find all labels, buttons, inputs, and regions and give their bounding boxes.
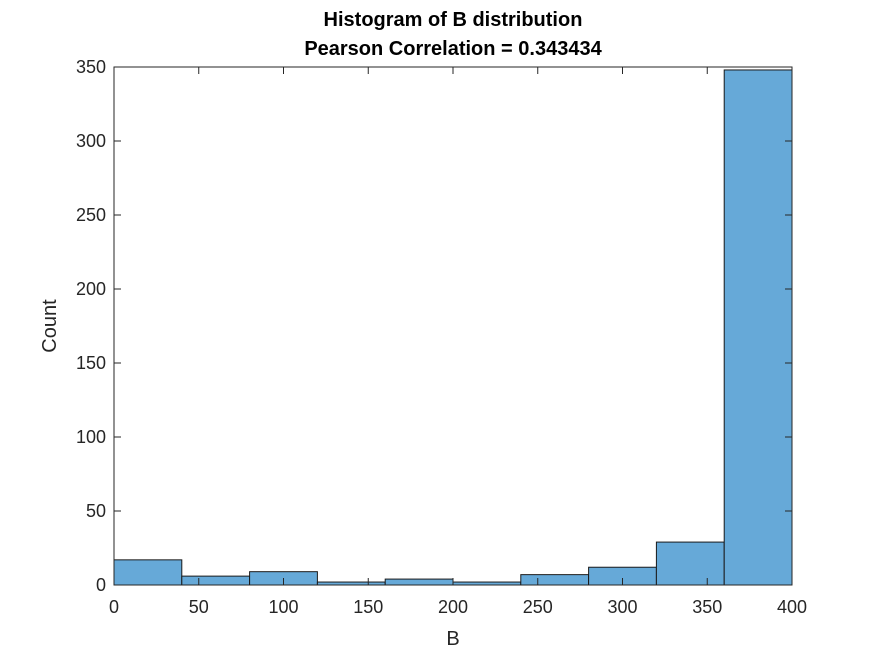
x-tick-label: 300 [607, 597, 637, 617]
x-tick-label: 150 [353, 597, 383, 617]
x-axis-label: B [446, 628, 459, 650]
histogram-bar [384, 578, 454, 586]
y-tick-label: 250 [76, 205, 106, 225]
chart-subtitle: Pearson Correlation = 0.343434 [304, 38, 602, 60]
histogram-bar [181, 575, 251, 586]
y-tick-label: 150 [76, 353, 106, 373]
histogram-bar [655, 541, 725, 586]
y-tick-label: 50 [86, 501, 106, 521]
y-tick-label: 200 [76, 279, 106, 299]
chart-title: Histogram of B distribution [324, 9, 583, 31]
x-tick-label: 0 [109, 597, 119, 617]
bars-group [113, 69, 793, 586]
histogram-bar [113, 559, 183, 586]
x-tick-label: 200 [438, 597, 468, 617]
x-tick-label: 400 [777, 597, 807, 617]
x-ticks-group: 0 50 100 150 200 250 300 350 400 [109, 67, 807, 617]
y-tick-label: 300 [76, 131, 106, 151]
histogram-bar [723, 69, 793, 586]
x-tick-label: 100 [268, 597, 298, 617]
x-tick-label: 350 [692, 597, 722, 617]
y-tick-label: 350 [76, 57, 106, 77]
y-tick-label: 100 [76, 427, 106, 447]
x-tick-label: 50 [189, 597, 209, 617]
y-ticks-group: 0 50 100 150 200 250 300 350 [76, 57, 792, 595]
axes-group [113, 66, 793, 586]
x-tick-label: 250 [523, 597, 553, 617]
histogram-bar [520, 574, 590, 586]
y-axis-label: Count [39, 299, 61, 353]
axes-box [113, 66, 793, 586]
y-tick-label: 0 [96, 575, 106, 595]
